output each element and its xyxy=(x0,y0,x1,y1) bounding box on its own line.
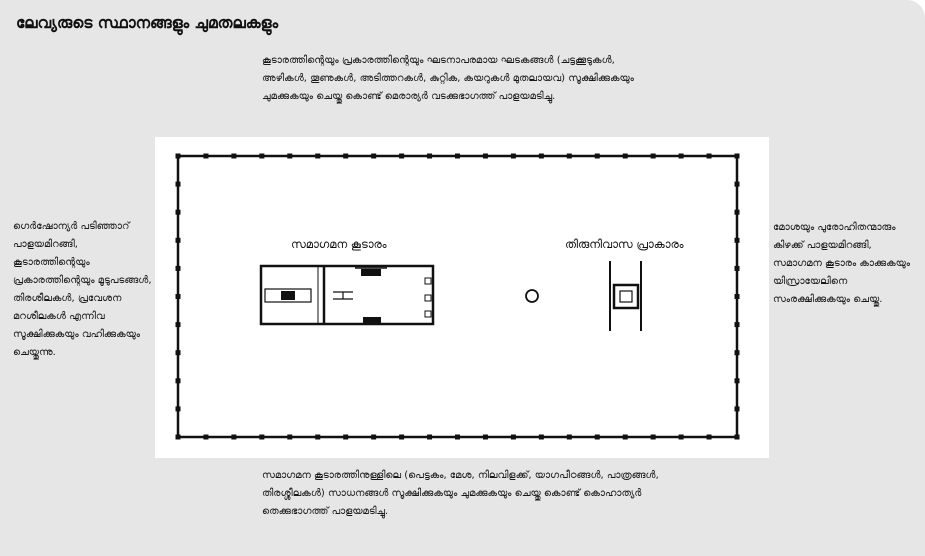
courtyard-post xyxy=(455,153,460,159)
courtyard-post xyxy=(734,406,740,412)
courtyard-post xyxy=(734,294,740,299)
courtyard-post xyxy=(371,153,377,159)
courtyard-post xyxy=(175,294,181,299)
courtyard-post xyxy=(203,434,209,440)
courtyard-post xyxy=(175,265,181,271)
courtyard-post xyxy=(175,237,181,243)
courtyard-post xyxy=(203,153,209,159)
courtyard-post xyxy=(734,153,740,159)
lampstand-icon xyxy=(363,317,381,323)
ark-icon xyxy=(281,291,295,300)
courtyard-post xyxy=(734,237,740,243)
courtyard-posts xyxy=(175,153,740,440)
courtyard-post xyxy=(678,434,684,440)
courtyard-wall xyxy=(175,153,740,440)
courtyard-post xyxy=(734,209,740,215)
courtyard-post xyxy=(175,350,181,356)
courtyard-post xyxy=(287,153,293,159)
courtyard-post xyxy=(538,434,544,440)
ark-outline xyxy=(264,288,312,303)
courtyard-post xyxy=(594,434,600,440)
door-post-icon xyxy=(424,277,432,285)
altar-outline xyxy=(612,283,640,310)
altar-grate xyxy=(619,290,633,303)
courtyard-post xyxy=(175,209,181,215)
courtyard-post xyxy=(482,434,488,440)
note-merarites-north: കൂടാരത്തിന്റെയും പ്രകാരത്തിന്റെയും ഘടനാപ… xyxy=(262,55,634,102)
courtyard-post xyxy=(371,434,377,440)
courtyard-post xyxy=(231,153,237,159)
courtyard-post xyxy=(622,434,628,440)
courtyard-post xyxy=(622,153,628,159)
tent-outline xyxy=(259,264,435,326)
courtyard-post xyxy=(343,434,349,440)
courtyard-post xyxy=(734,434,740,440)
courtyard-post xyxy=(538,153,544,159)
courtyard-post xyxy=(399,153,405,159)
laver-icon xyxy=(525,289,539,303)
courtyard-post xyxy=(343,153,349,159)
courtyard-post xyxy=(734,322,740,328)
note-gershonites-west: ഗെർഷോന്യർ പടിഞ്ഞാറ് പാളയമിറങ്ങി, കൂടാരത്… xyxy=(13,221,152,358)
door-post-icon xyxy=(424,294,432,302)
note-moses-east: മോശയും പുരോഹിതന്മാരും കിഴക്ക് പാളയമിറങ്ങ… xyxy=(773,222,911,305)
courtyard-post xyxy=(259,434,265,440)
courtyard-post xyxy=(734,265,740,271)
courtyard-post xyxy=(734,350,740,356)
courtyard-post xyxy=(566,153,572,159)
table-icon xyxy=(361,269,381,276)
courtyard-post xyxy=(175,181,181,187)
courtyard-post xyxy=(510,434,516,440)
tent-of-meeting-label: സമാഗമന കൂടാരം xyxy=(291,237,387,251)
tent-of-meeting xyxy=(259,264,435,326)
courtyard-post xyxy=(427,153,433,159)
courtyard-post xyxy=(175,153,181,159)
courtyard-post xyxy=(706,434,712,440)
door-post-icon xyxy=(424,310,432,318)
courtyard-post xyxy=(482,153,488,159)
courtyard-post xyxy=(427,434,433,440)
courtyard-post xyxy=(259,153,265,159)
courtyard-post xyxy=(455,434,460,440)
courtyard-post xyxy=(399,434,405,440)
courtyard-post xyxy=(678,153,684,159)
courtyard-post xyxy=(594,153,600,159)
note-kohathites-south: സമാഗമന കൂടാരത്തിനുള്ളിലെ (പെട്ടകം, മേശ, … xyxy=(262,470,659,517)
courtyard-post xyxy=(706,153,712,159)
courtyard-post xyxy=(315,153,321,159)
courtyard-label: തിരുനിവാസ പ്രാകാരം xyxy=(565,237,684,251)
courtyard-post xyxy=(175,378,181,384)
tabernacle-diagram: സമാഗമന കൂടാരം തിരുനിവാസ പ്രാകാരം xyxy=(155,137,769,458)
courtyard-post xyxy=(734,181,740,187)
diagram-svg xyxy=(175,153,740,440)
courtyard-post xyxy=(231,434,237,440)
page-title: ലേവ്യരുടെ സ്ഥാനങ്ങളും ചുമതലകളും xyxy=(16,14,279,32)
courtyard-post xyxy=(650,153,656,159)
courtyard-post xyxy=(734,378,740,384)
courtyard-post xyxy=(175,434,181,440)
burnt-offering-altar xyxy=(609,261,642,331)
courtyard-post xyxy=(315,434,321,440)
courtyard-post xyxy=(175,322,181,328)
courtyard-post xyxy=(175,406,181,412)
courtyard-post xyxy=(287,434,293,440)
courtyard-post xyxy=(510,153,516,159)
courtyard-post xyxy=(566,434,572,440)
courtyard-post xyxy=(650,434,656,440)
